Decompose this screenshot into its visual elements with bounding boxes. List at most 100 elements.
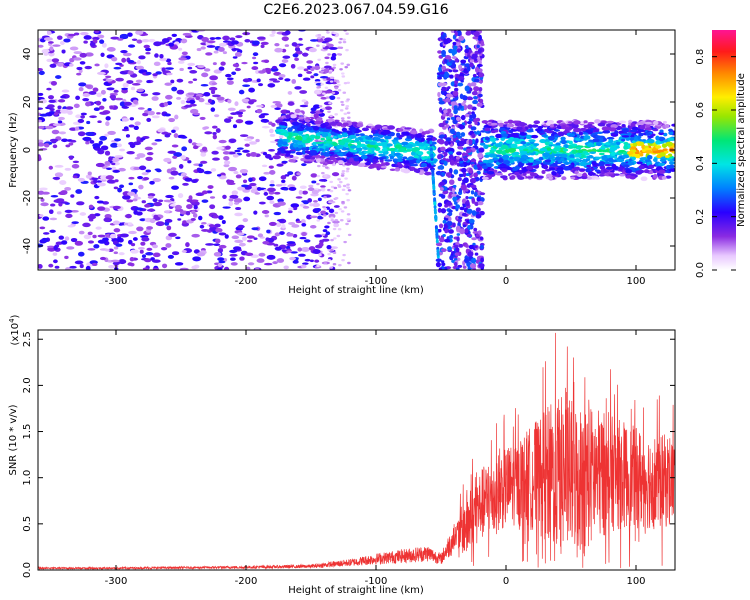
spectrogram-cell: [469, 177, 477, 184]
spectrogram-cell: [209, 204, 216, 210]
spectrogram-cell: [476, 163, 481, 168]
spectrogram-cell: [464, 113, 470, 118]
spectrogram-cell: [237, 186, 246, 191]
spectrogram-cell: [99, 256, 107, 261]
spectrogram-cell: [125, 134, 131, 138]
spectrogram-cell: [596, 131, 604, 134]
spectrogram-cell: [371, 129, 376, 134]
spectrogram-cell: [594, 169, 601, 172]
spectrogram-cell: [355, 147, 363, 152]
spectrogram-cell: [112, 261, 120, 266]
spectrogram-cell: [217, 257, 225, 262]
spectrogram-cell: [105, 116, 111, 121]
spectrogram-cell: [290, 137, 296, 141]
spectrogram-cell: [309, 134, 316, 139]
spectrogram-cell: [551, 170, 556, 176]
spectrogram-cell: [474, 121, 478, 126]
spectrogram-cell: [317, 212, 322, 216]
spectrogram-cell: [424, 171, 432, 176]
spectrogram-cell: [197, 64, 205, 69]
spectrogram-cell: [274, 191, 281, 195]
spectrogram-cell: [231, 48, 240, 51]
spectrogram-cell: [457, 145, 463, 150]
spectrogram-cell: [664, 155, 670, 159]
spectrogram-cell: [302, 262, 309, 265]
spectrogram-cell: [494, 143, 502, 148]
spectrogram-cell: [130, 86, 136, 91]
spectrogram-cell: [422, 155, 429, 159]
spectrogram-cell: [138, 165, 147, 171]
spectrogram-cell: [164, 218, 173, 223]
spectrogram-cell: [298, 116, 304, 120]
spectrogram-cell: [526, 142, 531, 146]
spectrogram-cell: [599, 165, 606, 170]
spectrogram-cell: [294, 86, 302, 90]
spectrogram-cell: [118, 252, 125, 256]
spectrogram-cell: [444, 55, 452, 60]
spectrogram-cell: [54, 164, 64, 168]
spectrogram-cell: [339, 140, 345, 146]
spectrogram-cell: [85, 141, 90, 145]
spectrogram-cell: [203, 126, 210, 130]
spectrogram-cell: [583, 124, 589, 129]
spectrogram-cell: [341, 75, 346, 78]
spectrogram-cell: [109, 94, 117, 100]
spectrogram-cell: [135, 79, 143, 83]
spectrogram-cell: [153, 252, 161, 258]
spectrogram-cell: [346, 81, 351, 84]
spectrogram-cell: [313, 65, 321, 71]
colorbar-label: Normalized spectral amplitude: [736, 73, 747, 227]
spectrogram-cell: [133, 166, 141, 171]
spectrogram-cell: [469, 59, 475, 63]
spectrogram-cell: [655, 135, 660, 141]
spectrogram-cell: [314, 120, 322, 125]
spectrogram-cell: [234, 67, 241, 72]
spectrogram-cell: [329, 249, 334, 252]
spectrogram-cell: [222, 35, 230, 41]
spectrogram-cell: [224, 234, 229, 239]
spectrogram-cell: [174, 204, 183, 210]
spectrogram-cell: [210, 89, 216, 95]
spectrogram-cell: [461, 152, 467, 157]
spectrogram-cell: [341, 188, 346, 192]
spectrogram-cell: [277, 198, 284, 203]
spectrogram-cell: [80, 115, 86, 119]
spectrogram-cell: [630, 122, 636, 127]
spectrogram-cell: [321, 36, 325, 39]
spectrogram-cell: [113, 246, 119, 250]
spectrogram-cell: [528, 139, 536, 143]
spectrogram-cell: [171, 144, 179, 148]
spectrogram-cell: [323, 195, 327, 199]
spectrogram-cell: [116, 143, 122, 148]
spectrogram-cell: [452, 196, 458, 202]
spectrogram-cell: [618, 130, 624, 134]
spectrogram-cell: [256, 36, 266, 40]
spectrogram-cell: [249, 151, 258, 157]
spectrogram-cell: [276, 163, 284, 167]
spectrogram-cell: [38, 67, 43, 72]
spectrogram-cell: [616, 158, 625, 163]
spectrogram-cell: [188, 80, 193, 84]
spectrogram-cell: [80, 31, 89, 36]
spectrogram-cell: [152, 198, 158, 203]
spectrogram-cell: [593, 177, 601, 180]
spectrogram-cell: [260, 118, 269, 123]
spectrogram-cell: [454, 201, 458, 205]
spectrogram-cell: [223, 118, 232, 123]
spectrogram-cell: [85, 101, 91, 107]
spectrogram-cell: [228, 198, 234, 202]
spectrogram-cell: [173, 133, 179, 139]
spectrogram-cell: [345, 32, 349, 35]
spectrogram-cell: [163, 199, 172, 203]
spectrogram-cell: [621, 123, 626, 127]
spectrogram-cell: [298, 136, 303, 141]
spectrogram-cell: [83, 40, 88, 44]
spectrogram-cell: [621, 135, 630, 138]
spectrogram-cell: [294, 57, 299, 62]
spectrogram-cell: [431, 180, 435, 185]
spectrogram-cell: [500, 175, 508, 179]
spectrogram-cell: [301, 247, 310, 253]
spectrogram-cell: [523, 148, 529, 152]
spectrogram-cell: [631, 126, 639, 131]
spectrogram-cell: [60, 190, 68, 195]
